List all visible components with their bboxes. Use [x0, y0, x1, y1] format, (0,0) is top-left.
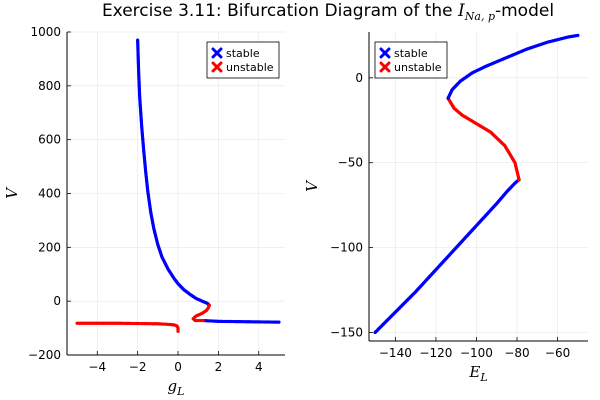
chart-title: Exercise 3.11: Bifurcation Diagram of th… — [102, 1, 554, 23]
series-stable — [201, 318, 281, 324]
x-tick-label: −80 — [504, 346, 529, 360]
y-axis-label: V — [303, 179, 321, 192]
chart-title-main: Exercise 3.11: Bifurcation Diagram of th… — [102, 1, 458, 21]
series-stable — [446, 33, 580, 100]
y-tick-label: 200 — [38, 240, 61, 254]
x-tick-label: 0 — [174, 360, 182, 374]
data-point — [201, 318, 205, 323]
x-tick-label: −140 — [379, 346, 412, 360]
x-tick-label: −120 — [419, 346, 452, 360]
legend-marker-stable — [379, 47, 391, 59]
x-tick-label: 4 — [255, 360, 263, 374]
legend-marker-unstable — [379, 61, 391, 73]
y-tick-label: −150 — [330, 326, 363, 340]
legend-label-unstable: unstable — [226, 61, 274, 74]
y-axis-label: V — [3, 186, 21, 199]
y-tick-label: 0 — [53, 294, 61, 308]
x-tick-label: −60 — [545, 346, 570, 360]
x-axis-label: gL — [168, 377, 185, 398]
legend-box — [374, 41, 448, 79]
x-tick-label: −100 — [460, 346, 493, 360]
y-tick-label: 400 — [38, 187, 61, 201]
x-tick-label: −4 — [88, 360, 106, 374]
y-tick-label: 0 — [355, 71, 363, 85]
left-panel: −4 −2 0 2 4 −200 0 200 400 600 800 1000 gL Vstableuns… — [3, 25, 285, 398]
right-panel: −140 −120 −100 −80 −60 −150 −100 −50 0 EL Vstableu… — [303, 32, 588, 384]
y-tick-label: 800 — [38, 79, 61, 93]
series-unstable — [191, 303, 211, 323]
y-tick-label: 600 — [38, 133, 61, 147]
legend-label-stable: stable — [394, 47, 428, 60]
legend-marker-unstable — [211, 61, 223, 73]
legend-label-stable: stable — [226, 47, 260, 60]
x-tick-label: −2 — [129, 360, 147, 374]
data-point — [176, 329, 180, 333]
y-tick-label: −200 — [28, 348, 61, 362]
x-tick-label: 2 — [215, 360, 223, 374]
series-unstable — [446, 96, 521, 182]
chart-title-var: I — [457, 1, 465, 21]
chart-title-tail: -model — [495, 1, 554, 21]
data-point — [277, 320, 281, 324]
legend-marker-stable — [211, 47, 223, 59]
y-tick-label: −100 — [330, 241, 363, 255]
legend-box — [206, 41, 280, 79]
data-point — [576, 33, 580, 37]
y-tick-label: −50 — [338, 156, 363, 170]
series-unstable — [75, 321, 180, 333]
legend-label-unstable: unstable — [394, 61, 442, 74]
series-stable — [373, 178, 521, 335]
series-stable — [136, 38, 211, 307]
chart-title-sub: Na, p — [464, 10, 495, 23]
y-tick-label: 1000 — [30, 25, 61, 39]
x-axis-label: EL — [468, 363, 487, 384]
